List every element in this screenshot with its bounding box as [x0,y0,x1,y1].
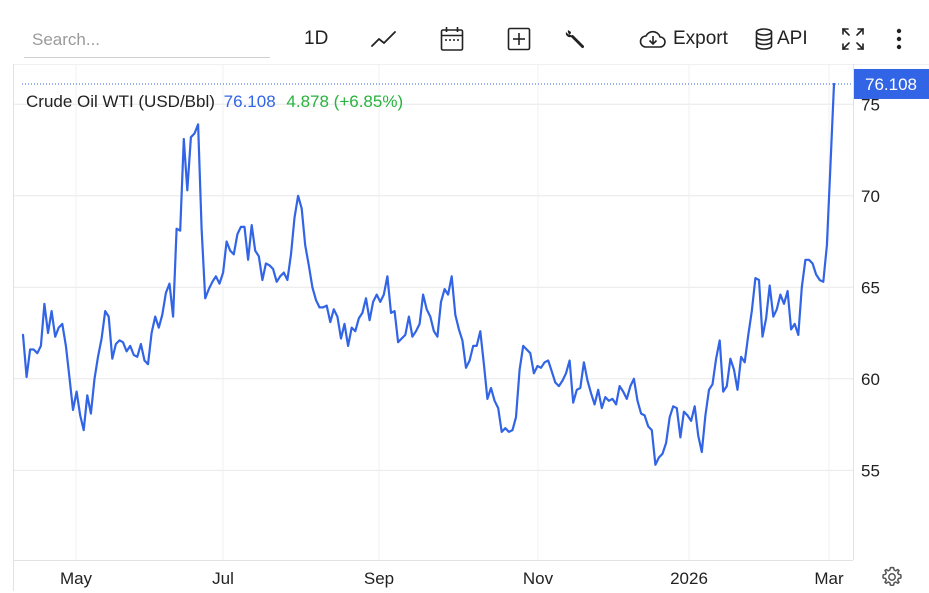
export-button[interactable]: Export [639,24,728,54]
database-icon [755,28,773,50]
add-indicator-button[interactable] [507,24,531,54]
x-tick-label: Sep [364,569,394,588]
interval-button[interactable]: 1D [304,24,328,54]
y-tick-label: 65 [861,278,880,297]
toolbar: 1D Export [0,0,929,64]
chart-type-button[interactable] [371,24,397,54]
date-range-button[interactable] [440,24,464,54]
cloud-download-icon [639,30,666,48]
wrench-icon [565,30,585,49]
api-label: API [777,28,808,49]
chart-settings-button[interactable] [881,566,903,593]
chart-frame-left [13,64,14,591]
last-price-label: 76.108 [865,75,917,94]
legend-change: 4.878 (+6.85%) [286,92,404,111]
api-button[interactable]: API [755,24,808,54]
chart-frame-top [13,64,929,65]
x-tick-label: Nov [523,569,554,588]
price-series-line [21,82,836,466]
last-price-badge [854,68,929,99]
y-tick-label: 70 [861,187,880,206]
more-vertical-icon [896,28,902,50]
fullscreen-icon [842,28,864,50]
line-chart-icon [371,31,396,47]
legend-price: 76.108 [223,92,276,111]
legend-instrument-name: Crude Oil WTI (USD/Bbl) [26,92,215,111]
y-tick-label: 75 [861,95,880,114]
x-tick-label: Jul [212,569,234,588]
calendar-icon [440,27,464,51]
y-tick-label: 60 [861,370,880,389]
y-tick-label: 55 [861,461,880,480]
x-tick-label: 2026 [670,569,708,588]
export-label: Export [673,28,728,49]
chart-legend: Crude Oil WTI (USD/Bbl) 76.108 4.878 (+6… [26,92,403,112]
tools-button[interactable] [564,24,588,54]
search-input[interactable] [24,22,270,58]
fullscreen-button[interactable] [841,24,865,54]
interval-label: 1D [304,28,329,49]
x-tick-label: Mar [814,569,844,588]
add-indicator-icon [507,27,531,51]
more-button[interactable] [895,24,903,54]
gear-icon [882,566,902,587]
x-tick-label: May [60,569,93,588]
